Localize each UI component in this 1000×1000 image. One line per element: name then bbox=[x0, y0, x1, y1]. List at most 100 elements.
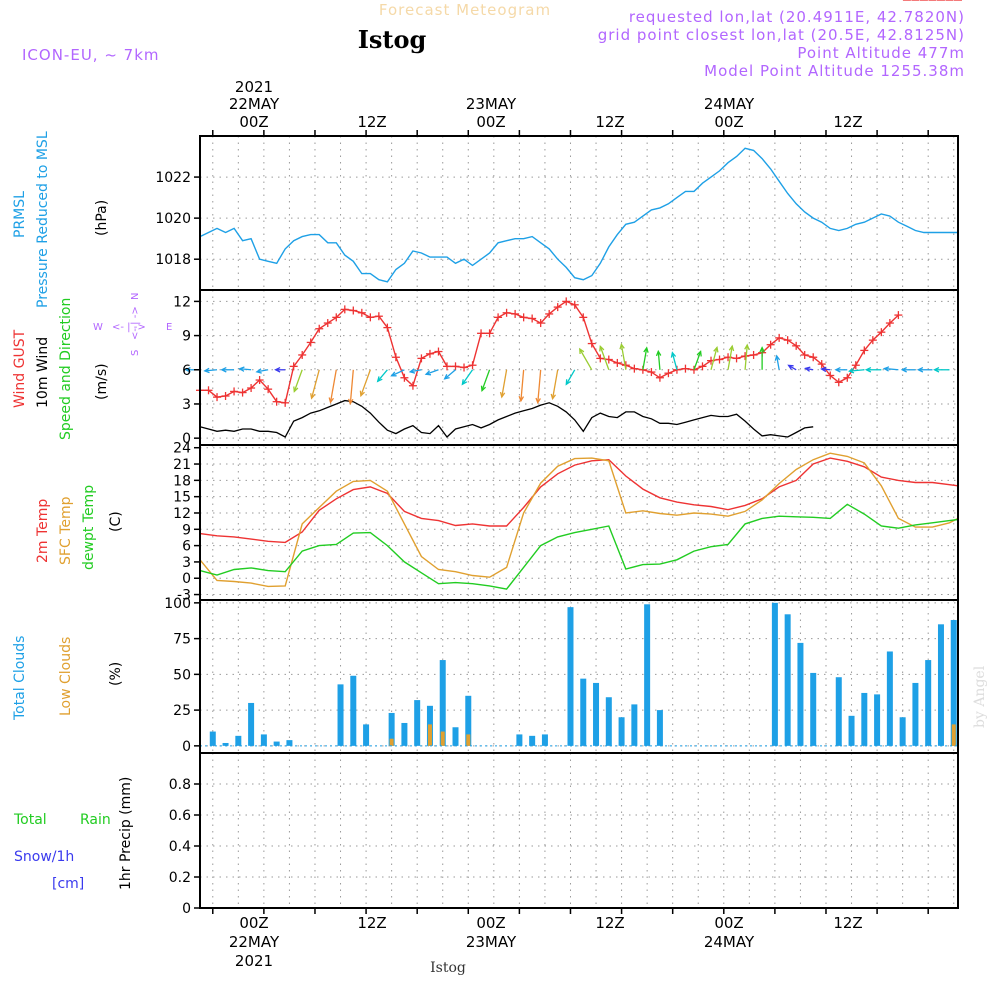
wind-arrow-shaft bbox=[693, 351, 702, 371]
wind-arrow bbox=[408, 368, 422, 374]
wind-arrow-shaft bbox=[391, 369, 405, 377]
gust-marker bbox=[536, 319, 545, 328]
y-tick-label: 3 bbox=[182, 397, 191, 413]
low-cloud-bar bbox=[951, 724, 956, 746]
gust-marker bbox=[442, 362, 451, 371]
total-cloud-bar bbox=[388, 712, 395, 746]
wind-arrow-head bbox=[820, 366, 827, 373]
wind-arrow bbox=[390, 369, 405, 377]
gust-marker bbox=[340, 305, 349, 314]
bottom-date-24may: 24MAY bbox=[704, 933, 755, 951]
wind-arrow bbox=[499, 369, 508, 399]
compass-n: N bbox=[130, 293, 141, 300]
faded-title: Forecast Meteogram bbox=[379, 1, 551, 19]
wind-arrow bbox=[834, 367, 848, 373]
bottom-tick-00z-2: 00Z bbox=[476, 914, 505, 932]
bottom-tick-12z-3: 12Z bbox=[833, 914, 862, 932]
gust-marker bbox=[468, 361, 477, 370]
bottom-tick-12z-2: 12Z bbox=[595, 914, 624, 932]
gust-marker bbox=[417, 354, 426, 363]
label-hpa: (hPa) bbox=[94, 200, 110, 236]
wind-arrow-shaft bbox=[520, 369, 525, 401]
gust-marker bbox=[570, 300, 579, 309]
total-cloud-bar bbox=[286, 740, 293, 746]
total-cloud-bar bbox=[337, 684, 344, 746]
y-tick-label: 12 bbox=[173, 506, 191, 522]
total-cloud-bar bbox=[260, 734, 267, 746]
total-cloud-bar bbox=[912, 682, 919, 746]
gust-marker bbox=[587, 339, 596, 348]
gust-marker bbox=[460, 363, 469, 372]
total-cloud-bar bbox=[414, 700, 421, 746]
wind-arrow bbox=[744, 343, 750, 370]
y-tick-label: 0.8 bbox=[169, 777, 191, 793]
wind-arrow bbox=[310, 369, 320, 400]
gust-marker bbox=[391, 353, 400, 362]
gust-marker bbox=[298, 350, 307, 359]
gust-marker bbox=[664, 369, 673, 378]
total-cloud-bar bbox=[886, 651, 893, 746]
wind-arrow-head bbox=[565, 379, 571, 386]
gust-marker bbox=[485, 329, 494, 338]
y-tick-label: 3 bbox=[182, 555, 191, 571]
total-cloud-bar bbox=[631, 704, 638, 746]
wind-arrow-shaft bbox=[444, 369, 456, 380]
wind-arrow-head bbox=[864, 367, 872, 373]
wind-arrow-head bbox=[900, 367, 907, 373]
total-cloud-bar bbox=[529, 735, 536, 746]
wind-arrow bbox=[864, 367, 882, 373]
wind-arrow bbox=[670, 351, 678, 370]
label-1hr-precip: 1hr Precip (mm) bbox=[118, 777, 134, 890]
gust-marker bbox=[630, 364, 639, 373]
wind-arrow-head bbox=[933, 367, 940, 373]
top-date-23may: 23MAY bbox=[466, 95, 517, 113]
total-cloud-bar bbox=[465, 695, 472, 746]
wind-arrow-shaft bbox=[501, 369, 508, 398]
wind-arrow-shaft bbox=[329, 369, 337, 403]
y-tick-label: 9 bbox=[182, 522, 191, 538]
low-cloud-bar bbox=[466, 734, 471, 746]
y-tick-label: 6 bbox=[182, 539, 191, 555]
gust-marker bbox=[698, 362, 707, 371]
y-tick-label: 100 bbox=[164, 596, 191, 612]
gust-marker bbox=[494, 313, 503, 322]
wind-arrow bbox=[655, 349, 662, 370]
wind-arrow bbox=[710, 346, 719, 370]
label-percent: (%) bbox=[108, 662, 124, 686]
bottom-tick-12z-1: 12Z bbox=[357, 914, 386, 932]
total-cloud-bar bbox=[516, 734, 523, 746]
wind-arrow-head bbox=[916, 367, 924, 373]
bottom-tick-00z-1: 00Z bbox=[239, 914, 268, 932]
wind-arrow-shaft bbox=[642, 347, 648, 370]
label-sfc-temp: SFC Temp bbox=[58, 496, 74, 565]
wind-arrow-head bbox=[274, 367, 281, 373]
y-tick-label: 50 bbox=[173, 667, 191, 683]
wind-arrow bbox=[535, 369, 542, 405]
grid-point-coords: grid point closest lon,lat (20.5E, 42.81… bbox=[598, 26, 965, 44]
wind-arrow-head bbox=[643, 346, 649, 353]
gust-marker bbox=[289, 362, 298, 371]
gust-marker bbox=[766, 340, 775, 349]
gust-marker bbox=[383, 323, 392, 332]
gust-marker bbox=[817, 360, 826, 369]
wind-arrow-head bbox=[184, 367, 191, 373]
wind-arrow bbox=[274, 367, 286, 373]
gust-marker bbox=[272, 397, 281, 406]
top-year: 2021 bbox=[235, 78, 273, 96]
total-cloud-bar bbox=[363, 724, 370, 746]
y-tick-label: 6 bbox=[182, 363, 191, 379]
wind-arrow bbox=[359, 369, 371, 398]
bottom-year: 2021 bbox=[235, 952, 273, 970]
wind-arrow bbox=[599, 344, 610, 371]
y-tick-label: 0.4 bbox=[169, 839, 191, 855]
gust-marker bbox=[315, 324, 324, 333]
gust-marker bbox=[613, 358, 622, 367]
y-tick-label: 1022 bbox=[155, 170, 191, 186]
total-cloud-bar bbox=[644, 604, 651, 746]
top-tick-00z-3: 00Z bbox=[714, 113, 743, 131]
panel-frame-clouds bbox=[199, 599, 959, 754]
total-cloud-bar bbox=[861, 692, 868, 746]
wind-arrow-head bbox=[759, 346, 765, 353]
wind-arrow-shaft bbox=[461, 369, 474, 385]
wind-arrow-shaft bbox=[657, 351, 661, 370]
